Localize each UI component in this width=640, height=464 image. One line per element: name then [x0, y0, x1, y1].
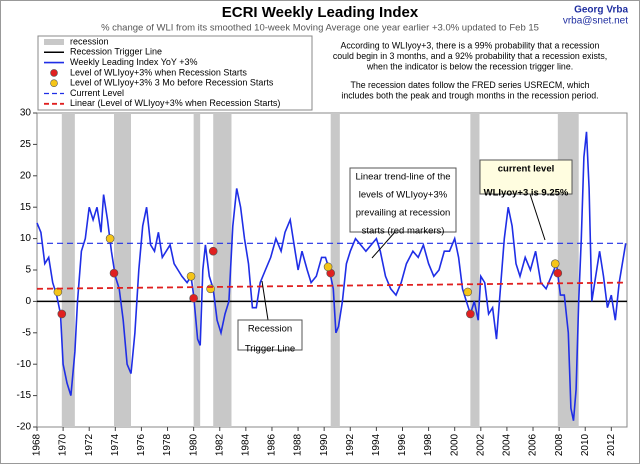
- y-tick-label: 20: [20, 170, 32, 181]
- y-tick-label: 25: [20, 139, 32, 150]
- annotation-text: Trigger Line: [245, 344, 295, 355]
- note-line: The recession dates follow the FRED seri…: [350, 80, 589, 90]
- marker: [186, 271, 196, 281]
- legend-label: Weekly Leading Index YoY +3%: [70, 57, 198, 67]
- recession-band: [470, 113, 480, 427]
- note-line: could begin in 3 months, and a 92% proba…: [333, 51, 607, 61]
- marker: [466, 309, 475, 319]
- chart-title: ECRI Weekly Leading Index: [222, 4, 419, 21]
- x-tick-label: 1968: [32, 433, 43, 456]
- legend-label: Recession Trigger Line: [70, 47, 162, 57]
- legend-label: Level of WLIyoy+3% when Recession Starts: [70, 67, 247, 77]
- legend-label: recession: [70, 36, 109, 46]
- y-tick-label: 10: [20, 233, 32, 244]
- x-tick-label: 1986: [267, 433, 278, 456]
- annotation-arrow: [529, 193, 546, 241]
- x-tick-label: 1976: [136, 433, 147, 456]
- x-tick-label: 2006: [528, 433, 539, 456]
- author: Georg Vrba: [574, 5, 628, 16]
- legend-box: [37, 35, 313, 111]
- recession-band: [330, 113, 340, 427]
- annotation-text: starts (red markers): [362, 226, 445, 237]
- x-tick-label: 1972: [84, 433, 95, 456]
- marker: [105, 234, 115, 243]
- x-tick-label: 2010: [580, 433, 591, 456]
- y-tick-label: 5: [25, 265, 31, 276]
- x-tick-label: 2004: [502, 433, 513, 456]
- x-tick-label: 1984: [240, 433, 251, 456]
- series-line: [36, 131, 627, 421]
- y-tick-label: -20: [17, 422, 32, 433]
- y-tick-label: 30: [20, 108, 32, 119]
- x-tick-label: 2002: [475, 433, 486, 456]
- annotation-text: levels of WLIyoy+3%: [359, 190, 448, 201]
- x-tick-label: 2012: [606, 433, 617, 456]
- x-tick-label: 1990: [319, 433, 330, 456]
- annotation-arrow: [261, 280, 269, 321]
- x-tick-label: 1996: [397, 433, 408, 456]
- x-tick-label: 1982: [214, 433, 225, 456]
- y-tick-label: -5: [22, 327, 31, 338]
- x-tick-label: 1980: [188, 433, 199, 456]
- email: vrba@snet.net: [563, 16, 628, 27]
- marker: [206, 284, 215, 294]
- annotation-box: [479, 159, 573, 195]
- marker: [189, 293, 198, 303]
- marker: [109, 268, 119, 278]
- x-tick-label: 1978: [162, 433, 173, 456]
- y-tick-label: -15: [17, 390, 32, 401]
- x-tick-label: 1970: [58, 433, 69, 456]
- series-line: [36, 281, 628, 290]
- annotation-text: prevailing at recession: [356, 208, 451, 219]
- note-line: includes both the peak and trough months…: [341, 90, 598, 100]
- x-tick-label: 1988: [293, 433, 304, 456]
- annotation-arrow: [371, 231, 396, 259]
- recession-band: [193, 113, 201, 427]
- x-tick-label: 2008: [554, 433, 565, 456]
- legend-label: Level of WLIyoy+3% 3 Mo before Recession…: [70, 78, 274, 88]
- marker: [323, 262, 333, 272]
- marker: [57, 309, 67, 319]
- annotation-box: [349, 167, 457, 233]
- annotation-text: Linear trend-line of the: [355, 172, 450, 183]
- x-tick-label: 1974: [110, 433, 121, 456]
- note-line: when the indicator is below the recessio…: [366, 61, 573, 71]
- recession-band: [61, 113, 75, 427]
- annotation-text: Recession: [248, 324, 292, 335]
- x-tick-label: 1992: [345, 433, 356, 456]
- legend-swatch: [44, 39, 64, 45]
- annotation-box: [237, 319, 303, 351]
- x-tick-label: 2000: [449, 433, 460, 456]
- y-tick-label: 0: [25, 296, 31, 307]
- x-tick-label: 1994: [371, 433, 382, 456]
- legend-label: Linear (Level of WLIyoy+3% when Recessio…: [70, 98, 280, 108]
- marker: [553, 268, 563, 278]
- chart-subtitle: % change of WLI from its smoothed 10-wee…: [101, 23, 539, 34]
- annotation-text: WLIyoy+3 is 9.25%: [484, 188, 569, 199]
- legend-label: Current Level: [70, 88, 124, 98]
- y-tick-label: 15: [20, 202, 32, 213]
- legend-swatch: [50, 69, 58, 77]
- legend-swatch: [50, 79, 58, 87]
- recession-band: [114, 113, 131, 427]
- marker: [208, 246, 218, 256]
- annotation-text: current level: [498, 164, 555, 175]
- y-tick-label: -10: [17, 359, 32, 370]
- marker: [463, 287, 473, 297]
- note-line: According to WLIyoy+3, there is a 99% pr…: [341, 40, 600, 50]
- x-tick-label: 1998: [423, 433, 434, 456]
- marker: [550, 259, 560, 269]
- recession-band: [213, 113, 232, 427]
